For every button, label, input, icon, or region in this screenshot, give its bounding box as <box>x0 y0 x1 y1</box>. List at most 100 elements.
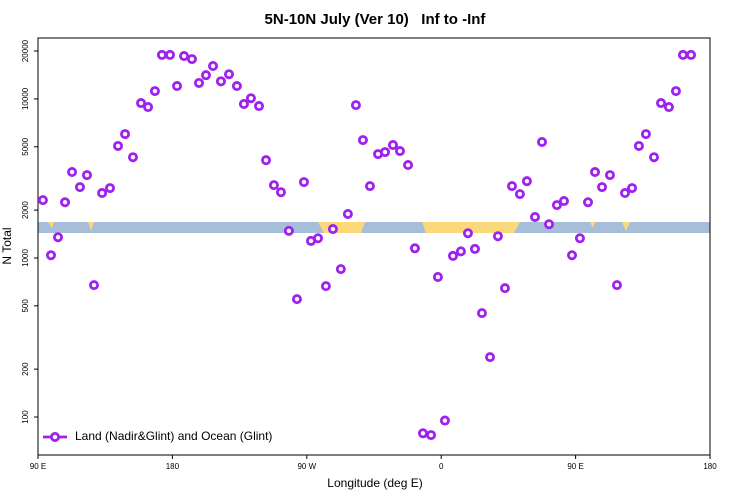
point <box>485 352 496 363</box>
legend-label: Land (Nadir&Glint) and Ocean (Glint) <box>75 429 272 443</box>
point <box>663 102 674 113</box>
point <box>186 54 197 65</box>
point <box>417 428 428 439</box>
point <box>611 280 622 291</box>
point <box>582 197 593 208</box>
point <box>104 183 115 194</box>
point <box>656 98 667 109</box>
y-axis-label: N Total <box>0 227 14 264</box>
point <box>677 49 688 60</box>
point <box>544 219 555 230</box>
point <box>380 147 391 158</box>
point <box>298 177 309 188</box>
x-tick-label: 90 E <box>30 462 46 471</box>
point <box>113 140 124 151</box>
point <box>342 208 353 219</box>
point <box>551 200 562 211</box>
point <box>60 197 71 208</box>
point <box>81 170 92 181</box>
point <box>387 140 398 151</box>
point <box>514 189 525 200</box>
point <box>394 146 405 157</box>
y-tick-label: 500 <box>21 299 30 313</box>
point <box>179 51 190 62</box>
point <box>312 233 323 244</box>
point <box>499 283 510 294</box>
point <box>364 181 375 192</box>
y-tick-label: 5000 <box>21 137 30 155</box>
point <box>627 183 638 194</box>
point <box>172 81 183 92</box>
y-tick-label: 1000 <box>21 249 30 267</box>
point <box>529 211 540 222</box>
point <box>469 243 480 254</box>
point <box>455 246 466 257</box>
point <box>245 93 256 104</box>
point <box>127 152 138 163</box>
point <box>521 176 532 187</box>
x-tick-label: 180 <box>166 462 180 471</box>
point <box>254 101 265 112</box>
point <box>686 49 697 60</box>
point <box>439 415 450 426</box>
point <box>136 98 147 109</box>
point <box>620 188 631 199</box>
point <box>537 136 548 147</box>
point <box>275 187 286 198</box>
point <box>120 129 131 140</box>
land-strip <box>48 222 630 233</box>
point <box>223 69 234 80</box>
point <box>590 167 601 178</box>
point <box>506 181 517 192</box>
point <box>238 98 249 109</box>
point <box>476 308 487 319</box>
point <box>335 264 346 275</box>
point <box>492 231 503 242</box>
ocean-strip <box>38 222 710 233</box>
point <box>143 102 154 113</box>
point <box>89 280 100 291</box>
point <box>45 250 56 261</box>
point <box>357 135 368 146</box>
x-tick-label: 180 <box>703 462 717 471</box>
x-tick-label: 90 W <box>297 462 316 471</box>
point <box>604 170 615 181</box>
point <box>597 182 608 193</box>
point <box>462 228 473 239</box>
point <box>649 152 660 163</box>
point <box>567 250 578 261</box>
x-tick-label: 0 <box>439 462 444 471</box>
point <box>165 49 176 60</box>
point <box>633 140 644 151</box>
point <box>231 81 242 92</box>
x-axis-label: Longitude (deg E) <box>327 476 422 490</box>
point <box>574 233 585 244</box>
point <box>327 224 338 235</box>
point <box>283 225 294 236</box>
point <box>215 76 226 87</box>
map-strip <box>38 222 710 233</box>
point <box>156 49 167 60</box>
point <box>670 86 681 97</box>
y-tick-label: 20000 <box>21 39 30 62</box>
point <box>432 272 443 283</box>
point <box>558 196 569 207</box>
point <box>97 188 108 199</box>
y-tick-label: 10000 <box>21 87 30 110</box>
point <box>320 281 331 292</box>
plot-frame <box>37 37 711 456</box>
y-tick-label: 100 <box>21 410 30 424</box>
point <box>350 100 361 111</box>
x-tick-label: 90 E <box>567 462 583 471</box>
point <box>640 129 651 140</box>
legend-marker <box>50 431 61 442</box>
point <box>261 155 272 166</box>
point <box>409 243 420 254</box>
point <box>53 232 64 243</box>
chart-title: 5N-10N July (Ver 10) Inf to -Inf <box>265 11 487 28</box>
point <box>447 250 458 261</box>
y-tick-label: 200 <box>21 362 30 376</box>
point <box>193 77 204 88</box>
point <box>426 430 437 441</box>
